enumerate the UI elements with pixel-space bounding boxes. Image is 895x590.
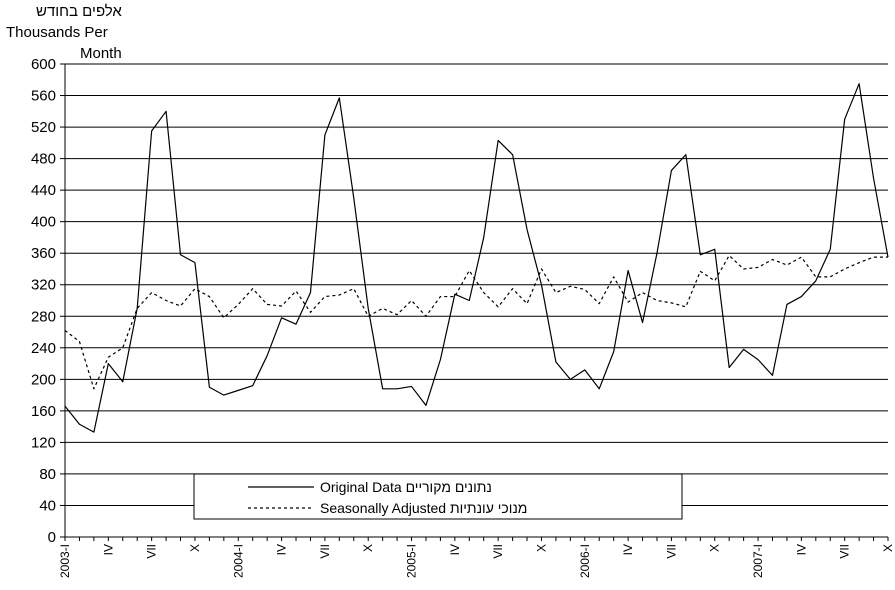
y-tick-label-0: 0	[48, 529, 56, 546]
x-tick-label-4: 2004-I	[231, 544, 245, 578]
x-tick-label-17: IV	[794, 544, 808, 555]
y-tick-label-3: 120	[31, 434, 56, 451]
x-tick-label-6: VII	[318, 544, 332, 559]
y-tick-label-10: 400	[31, 214, 56, 231]
x-tick-label-14: VII	[664, 544, 678, 559]
x-tick-label-5: IV	[275, 544, 289, 555]
y-tick-label-2: 80	[39, 466, 56, 483]
y-tick-label-1: 40	[39, 497, 56, 514]
x-tick-label-8: 2005-I	[405, 544, 419, 578]
y-tick-label-5: 200	[31, 371, 56, 388]
x-tick-label-19: X	[881, 544, 895, 552]
x-tick-label-0: 2003-I	[58, 544, 72, 578]
legend-box	[193, 473, 683, 520]
x-tick-label-11: X	[534, 544, 548, 552]
x-tick-label-2: VII	[145, 544, 159, 559]
y-axis-label-line-2: Thousands Per	[6, 24, 108, 41]
legend: Original Data נתונים מקוריים Seasonally A…	[193, 473, 683, 520]
y-axis-label-line-1: אלפים בחודש	[36, 3, 122, 20]
x-tick-label-12: 2006-I	[578, 544, 592, 578]
y-tick-label-7: 280	[31, 308, 56, 325]
x-tick-label-9: IV	[448, 544, 462, 555]
x-tick-label-15: X	[708, 544, 722, 552]
legend-label-0: Original Data נתונים מקוריים	[320, 479, 492, 495]
x-tick-label-10: VII	[491, 544, 505, 559]
y-tick-label-4: 160	[31, 403, 56, 420]
x-tick-label-16: 2007-I	[751, 544, 765, 578]
x-tick-label-18: VII	[838, 544, 852, 559]
y-tick-label-8: 320	[31, 277, 56, 294]
series-line-0	[64, 83, 889, 433]
x-tick-label-13: IV	[621, 544, 635, 555]
y-tick-label-15: 600	[31, 56, 56, 73]
y-tick-label-11: 440	[31, 182, 56, 199]
series-line-1	[64, 254, 888, 390]
y-axis-label-line-3: Month	[80, 45, 122, 62]
x-tick-label-3: X	[188, 544, 202, 552]
y-tick-label-9: 360	[31, 245, 56, 262]
y-tick-label-13: 520	[31, 119, 56, 136]
x-tick-label-1: IV	[101, 544, 115, 555]
y-tick-label-14: 560	[31, 88, 56, 105]
y-tick-label-12: 480	[31, 151, 56, 168]
legend-label-1: Seasonally Adjusted מנוכי עונתיות	[320, 500, 527, 516]
y-tick-label-6: 240	[31, 340, 56, 357]
x-tick-label-7: X	[361, 544, 375, 552]
